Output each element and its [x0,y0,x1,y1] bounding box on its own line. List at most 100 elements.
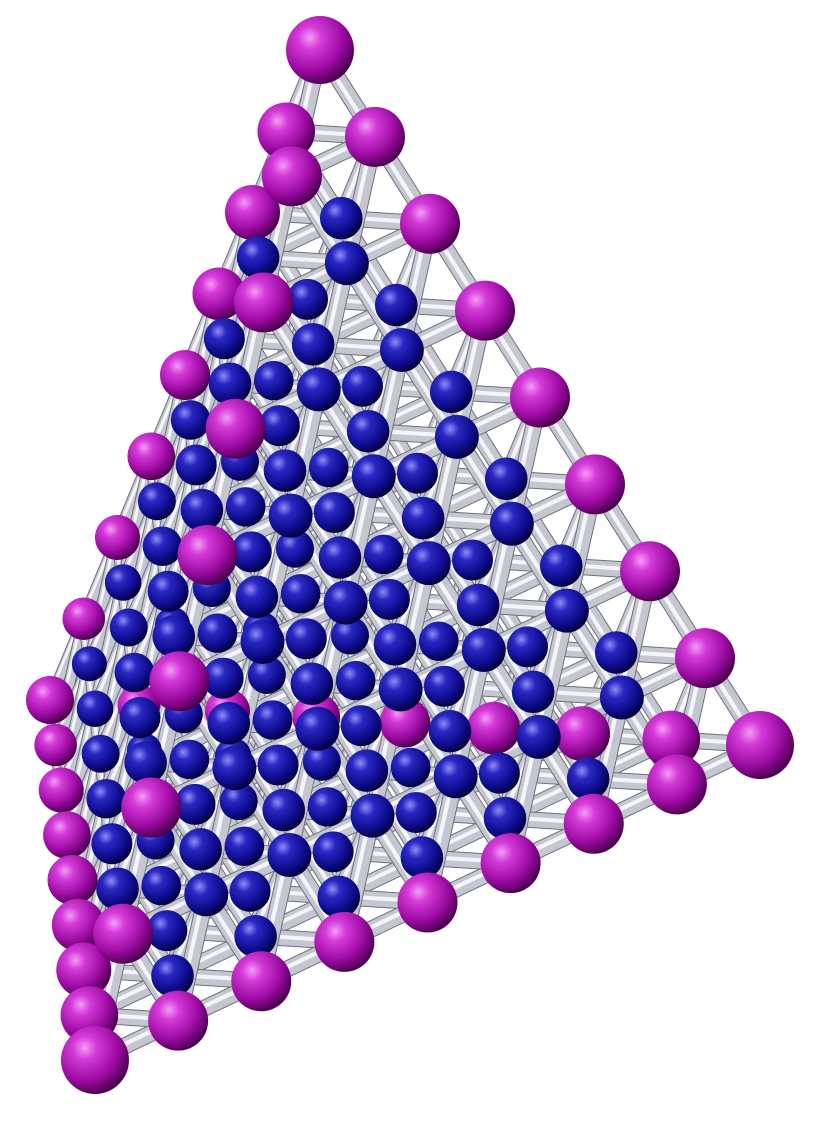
inner-atom [302,742,341,781]
inner-atom [203,318,245,360]
inner-atom [276,529,314,568]
surface-atom [95,515,140,560]
inner-atom [224,826,265,867]
surface-atom [93,903,154,964]
inner-atom [258,405,300,447]
surface-atom [160,350,210,400]
inner-atom [390,747,431,788]
surface-atom [620,541,680,602]
inner-atom [308,447,349,488]
inner-atom [290,662,334,706]
inner-atom [406,541,451,586]
inner-atom [423,665,465,707]
inner-atom [236,236,280,279]
inner-atom [109,608,148,647]
inner-atom [225,487,266,527]
inner-atom [507,626,548,668]
inner-atom [124,741,167,784]
inner-atom [313,492,355,533]
inner-atom [599,675,644,720]
surface-atom [380,697,430,748]
inner-atom [257,744,299,786]
surface-atom [286,16,354,84]
inner-atom [96,867,139,911]
inner-atom [401,496,445,540]
surface-atom [121,777,182,838]
surface-atom [26,676,74,724]
surface-atom [233,272,294,333]
inner-atom [180,488,224,532]
inner-atom [235,575,279,619]
inner-atom [262,788,306,832]
inner-atom [539,544,583,587]
inner-atom [119,697,161,738]
inner-atom [324,241,369,286]
inner-atom [151,954,194,997]
inner-atom [104,564,142,601]
inner-atom [331,616,369,655]
inner-atom [252,700,293,740]
inner-atom [378,667,423,712]
inner-atom [484,457,528,501]
inner-atom [114,652,155,693]
inner-atom [141,865,182,906]
inner-atom [142,526,183,567]
inner-atom [395,792,437,833]
inner-atom [319,196,363,240]
surface-atom [127,432,176,481]
inner-atom [323,580,368,625]
inner-atom [234,914,277,958]
surface-atom [51,898,105,952]
inner-atom [253,360,294,401]
inner-atom [312,831,354,873]
inner-atom [400,836,444,879]
surface-atom [43,811,91,859]
atom-spheres [26,16,794,1094]
surface-atom [397,872,458,933]
inner-atom [202,657,244,699]
surface-atom [177,525,238,585]
surface-atom [555,706,610,762]
surface-atom [565,454,625,515]
inner-atom [285,618,327,660]
inner-atom [461,628,506,672]
inner-atom [81,734,120,773]
surface-atom [192,267,246,321]
inner-atom [91,823,133,865]
inner-atom [350,793,395,838]
inner-atom [296,367,341,412]
inner-atom [86,778,127,819]
surface-atom [675,628,735,689]
inner-atom [229,870,271,912]
inner-atom [456,583,500,627]
inner-atom [169,739,210,780]
inner-atom [170,400,211,440]
surface-atom [149,651,210,712]
surface-atom [56,942,112,998]
surface-atom [467,701,521,755]
surface-atom [480,833,541,894]
inner-atom [147,570,189,612]
inner-atom [351,454,396,499]
surface-atom [646,754,707,815]
surface-atom [455,280,515,341]
inner-atom [346,409,390,453]
surface-atom [257,102,316,161]
inner-atom [287,278,328,320]
inner-atom [363,534,404,575]
inner-atom [418,621,459,662]
inner-atom [197,613,238,653]
inner-atom [594,631,638,674]
inner-atom [230,531,272,573]
surface-atom [148,990,209,1051]
inner-atom [267,833,312,877]
inner-atom [219,782,258,821]
inner-atom [291,323,335,366]
inner-atom [280,573,321,614]
inner-atom [152,614,196,658]
surface-atom [231,951,292,1012]
inner-atom [452,539,493,581]
inner-atom [318,536,362,579]
